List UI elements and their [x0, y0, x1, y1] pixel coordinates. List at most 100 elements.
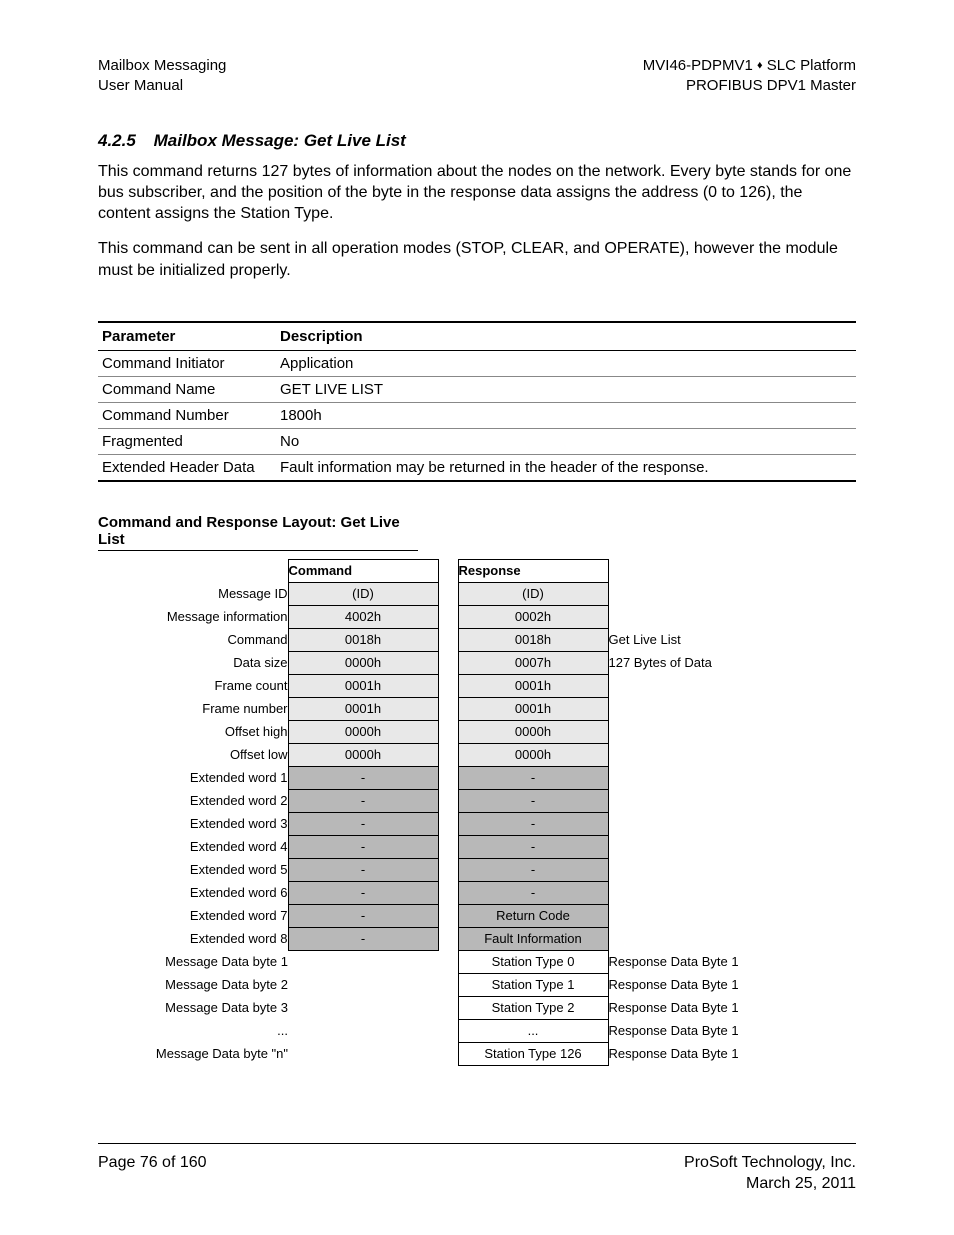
layout-row: Extended word 8-Fault Information: [138, 927, 758, 950]
layout-command-cell: -: [288, 927, 438, 950]
layout-response-cell: Station Type 1: [458, 973, 608, 996]
header-right-line1-b: SLC Platform: [763, 57, 856, 74]
layout-response-cell: 0001h: [458, 674, 608, 697]
layout-note-cell: [608, 835, 758, 858]
layout-row: Command0018h0018hGet Live List: [138, 628, 758, 651]
layout-response-cell: -: [458, 789, 608, 812]
layout-row: Extended word 5--: [138, 858, 758, 881]
layout-gap: [438, 812, 458, 835]
layout-command-cell: [288, 950, 438, 973]
layout-note-cell: 127 Bytes of Data: [608, 651, 758, 674]
layout-row: Extended word 2--: [138, 789, 758, 812]
layout-row: Message Data byte "n"Station Type 126Res…: [138, 1042, 758, 1065]
page-header: Mailbox Messaging User Manual MVI46-PDPM…: [98, 56, 856, 117]
param-cell-parameter: Command Number: [98, 402, 276, 428]
param-head-description: Description: [276, 322, 856, 351]
layout-gap: [438, 835, 458, 858]
layout-row-label: Offset high: [138, 720, 288, 743]
layout-row: Extended word 7-Return Code: [138, 904, 758, 927]
layout-row-label: Extended word 1: [138, 766, 288, 789]
layout-row: Message Data byte 2 Station Type 1Respons…: [138, 973, 758, 996]
layout-gap: [438, 996, 458, 1019]
layout-response-cell: -: [458, 812, 608, 835]
layout-response-cell: -: [458, 835, 608, 858]
layout-response-cell: 0002h: [458, 605, 608, 628]
layout-response-cell: Return Code: [458, 904, 608, 927]
param-cell-description: 1800h: [276, 402, 856, 428]
layout-response-cell: (ID): [458, 582, 608, 605]
layout-note-cell: [608, 743, 758, 766]
layout-note-cell: [608, 858, 758, 881]
layout-note-cell: [608, 927, 758, 950]
layout-row-label: ...: [138, 1019, 288, 1042]
layout-response-cell: ...: [458, 1019, 608, 1042]
layout-row-label: Frame count: [138, 674, 288, 697]
layout-row-label: Data size: [138, 651, 288, 674]
param-row: Extended Header DataFault information ma…: [98, 454, 856, 481]
parameter-table: Parameter Description Command InitiatorA…: [98, 321, 856, 482]
layout-gap: [438, 697, 458, 720]
layout-note-cell: Response Data Byte 1: [608, 1019, 758, 1042]
layout-gap: [438, 927, 458, 950]
param-cell-description: GET LIVE LIST: [276, 376, 856, 402]
param-cell-description: Application: [276, 350, 856, 376]
layout-note-cell: [608, 789, 758, 812]
layout-command-cell: 0000h: [288, 743, 438, 766]
layout-response-cell: 0018h: [458, 628, 608, 651]
layout-command-cell: -: [288, 858, 438, 881]
layout-note-cell: Response Data Byte 1: [608, 950, 758, 973]
header-right: MVI46-PDPMV1 ♦ SLC Platform PROFIBUS DPV…: [643, 56, 856, 97]
layout-note-cell: [608, 766, 758, 789]
layout-command-cell: 4002h: [288, 605, 438, 628]
param-row: Command NameGET LIVE LIST: [98, 376, 856, 402]
layout-head-note: [608, 559, 758, 582]
layout-row-label: Command: [138, 628, 288, 651]
layout-row-label: Message Data byte 2: [138, 973, 288, 996]
layout-row-label: Extended word 3: [138, 812, 288, 835]
layout-row-label: Extended word 4: [138, 835, 288, 858]
layout-head-response: Response: [458, 559, 608, 582]
layout-response-cell: 0001h: [458, 697, 608, 720]
layout-row: Message Data byte 1Station Type 0Respons…: [138, 950, 758, 973]
paragraph-2: This command can be sent in all operatio…: [98, 238, 856, 281]
layout-note-cell: [608, 881, 758, 904]
layout-response-cell: -: [458, 766, 608, 789]
layout-gap: [438, 858, 458, 881]
layout-row-label: Frame number: [138, 697, 288, 720]
layout-command-cell: -: [288, 881, 438, 904]
layout-note-cell: [608, 674, 758, 697]
layout-gap: [438, 605, 458, 628]
layout-row: ......Response Data Byte 1: [138, 1019, 758, 1042]
layout-command-cell: [288, 1042, 438, 1065]
header-left-line1: Mailbox Messaging: [98, 56, 226, 76]
page-footer: Page 76 of 160 ProSoft Technology, Inc. …: [98, 1143, 856, 1195]
layout-note-cell: Response Data Byte 1: [608, 973, 758, 996]
layout-row: Frame count0001h0001h: [138, 674, 758, 697]
param-cell-parameter: Command Name: [98, 376, 276, 402]
layout-command-cell: (ID): [288, 582, 438, 605]
layout-response-cell: Fault Information: [458, 927, 608, 950]
layout-row-label: Extended word 6: [138, 881, 288, 904]
paragraph-1: This command returns 127 bytes of inform…: [98, 161, 856, 225]
layout-row-label: Message ID: [138, 582, 288, 605]
layout-gap: [438, 582, 458, 605]
layout-gap: [438, 950, 458, 973]
layout-row-label: Message Data byte 1: [138, 950, 288, 973]
footer-right-line2: March 25, 2011: [684, 1173, 856, 1195]
layout-command-cell: -: [288, 835, 438, 858]
layout-command-cell: -: [288, 812, 438, 835]
layout-response-cell: 0000h: [458, 743, 608, 766]
layout-row-label: Offset low: [138, 743, 288, 766]
layout-command-cell: [288, 996, 438, 1019]
layout-gap: [438, 904, 458, 927]
layout-row: Message information4002h0002h: [138, 605, 758, 628]
layout-row-label: Extended word 5: [138, 858, 288, 881]
layout-note-cell: [608, 720, 758, 743]
layout-command-cell: -: [288, 789, 438, 812]
layout-response-cell: -: [458, 881, 608, 904]
layout-command-cell: [288, 1019, 438, 1042]
param-row: Command InitiatorApplication: [98, 350, 856, 376]
header-right-line1: MVI46-PDPMV1 ♦ SLC Platform: [643, 56, 856, 76]
layout-note-cell: Response Data Byte 1: [608, 996, 758, 1019]
page: Mailbox Messaging User Manual MVI46-PDPM…: [0, 0, 954, 1235]
